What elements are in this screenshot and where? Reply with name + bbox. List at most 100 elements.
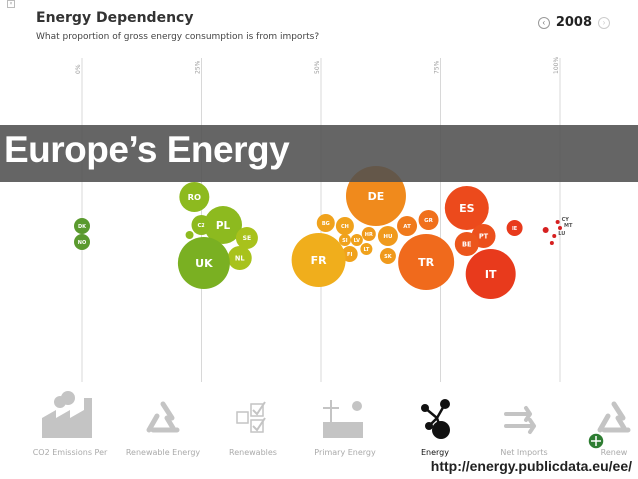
title-banner: Europe’s Energy bbox=[0, 125, 638, 182]
bubble-mark[interactable] bbox=[74, 234, 90, 250]
country-bubble[interactable]: LV bbox=[350, 234, 363, 246]
country-bubble[interactable]: FI bbox=[341, 246, 358, 262]
axis-tick-label: 0% bbox=[75, 64, 82, 74]
country-bubble[interactable]: LU bbox=[552, 231, 565, 238]
country-bubble[interactable]: IE bbox=[506, 220, 523, 236]
country-bubble[interactable]: AT bbox=[397, 216, 418, 236]
nav-item-4[interactable]: Energy bbox=[421, 399, 450, 457]
country-bubble[interactable]: RO bbox=[179, 182, 210, 212]
country-bubble[interactable]: NL bbox=[227, 246, 252, 270]
bubble-mark[interactable] bbox=[444, 186, 489, 230]
country-bubble[interactable] bbox=[185, 231, 194, 239]
bubble-label: IT bbox=[485, 268, 497, 281]
country-bubble[interactable]: DK bbox=[74, 218, 90, 234]
country-bubble[interactable]: NO bbox=[74, 234, 90, 250]
bubble-label: PT bbox=[479, 232, 489, 240]
bubble-mark[interactable] bbox=[291, 233, 346, 287]
bubble-mark[interactable] bbox=[341, 246, 358, 262]
bottom-navigation: CO2 Emissions Per Renewable Energy Renewab… bbox=[33, 391, 631, 457]
bubble-label: DK bbox=[78, 224, 87, 230]
nav-item-5[interactable]: Net Imports bbox=[500, 406, 548, 457]
country-bubble[interactable]: SI bbox=[338, 234, 351, 246]
bubble-mark[interactable] bbox=[316, 214, 335, 232]
bubble-mark[interactable] bbox=[552, 234, 557, 238]
country-bubble[interactable]: HU bbox=[377, 226, 398, 246]
scroll-handle[interactable] bbox=[587, 432, 605, 450]
bubble-mark[interactable] bbox=[397, 216, 418, 236]
bubble-mark[interactable] bbox=[235, 227, 258, 249]
bubble-label: PL bbox=[216, 220, 231, 232]
nav-item-2[interactable]: Renewables bbox=[229, 401, 277, 457]
country-bubble[interactable]: HR bbox=[361, 227, 376, 241]
bubble-mark[interactable] bbox=[177, 237, 230, 289]
bubble-label: BE bbox=[462, 240, 472, 248]
corner-close-icon[interactable]: × bbox=[7, 0, 15, 8]
year-navigator: ‹ 2008 › bbox=[537, 15, 610, 30]
country-bubble[interactable]: SE bbox=[235, 227, 258, 249]
bubble-mark[interactable] bbox=[335, 217, 354, 235]
nav-item-label: Renewable Energy bbox=[126, 448, 201, 457]
bubble-mark[interactable] bbox=[418, 210, 439, 230]
nav-item-label: Renew bbox=[601, 448, 628, 457]
bubble-mark[interactable] bbox=[506, 220, 523, 236]
axis-tick-label: 75% bbox=[434, 60, 441, 74]
bubble-mark[interactable] bbox=[74, 218, 90, 234]
bubble-mark[interactable] bbox=[361, 227, 376, 241]
bubble-mark[interactable] bbox=[558, 226, 562, 230]
bubble-mark[interactable] bbox=[555, 220, 560, 224]
nav-item-0[interactable]: CO2 Emissions Per bbox=[33, 391, 108, 457]
bubble-mark[interactable] bbox=[179, 182, 210, 212]
page-subtitle: What proportion of gross energy consumpt… bbox=[36, 32, 320, 42]
bubble-mark[interactable] bbox=[454, 232, 479, 256]
recycle-icon bbox=[597, 401, 631, 433]
country-bubble[interactable]: LT bbox=[360, 243, 373, 255]
bubble-mark[interactable] bbox=[204, 206, 243, 244]
network-icon bbox=[421, 399, 450, 439]
bubble-mark[interactable] bbox=[350, 234, 363, 246]
country-bubble[interactable]: MT bbox=[558, 223, 573, 230]
country-bubble[interactable]: CH bbox=[335, 217, 354, 235]
axis-tick-label: 100% bbox=[553, 57, 560, 74]
country-bubble[interactable]: FR bbox=[291, 233, 346, 287]
chevron-right-icon[interactable]: › bbox=[598, 16, 610, 29]
bubble-label: DE bbox=[368, 190, 385, 203]
bubble-mark[interactable] bbox=[379, 248, 396, 264]
country-bubble[interactable]: CY bbox=[555, 217, 570, 224]
nav-item-label: Energy bbox=[421, 448, 449, 457]
bubble-mark[interactable] bbox=[398, 234, 455, 290]
bubble-mark[interactable] bbox=[465, 249, 516, 299]
bubble-mark[interactable] bbox=[549, 241, 554, 245]
factory-icon bbox=[42, 391, 92, 438]
axis-tick-label: 25% bbox=[195, 60, 202, 74]
checkbox-icon bbox=[236, 401, 266, 433]
bubble-label: LT bbox=[364, 247, 370, 253]
bubble-label: NL bbox=[235, 254, 246, 262]
country-bubble[interactable]: UK bbox=[177, 237, 230, 289]
source-url[interactable]: http://energy.publicdata.eu/ee/ bbox=[430, 458, 632, 474]
country-bubble[interactable] bbox=[542, 227, 549, 233]
country-bubble[interactable]: BG bbox=[316, 214, 335, 232]
country-bubble[interactable]: ES bbox=[444, 186, 489, 230]
country-bubble[interactable]: PL bbox=[204, 206, 243, 244]
bubble-mark[interactable] bbox=[338, 234, 351, 246]
country-bubble[interactable]: TR bbox=[398, 234, 455, 290]
country-bubble[interactable]: GR bbox=[418, 210, 439, 230]
nav-item-3[interactable]: Primary Energy bbox=[314, 400, 376, 457]
country-bubble[interactable] bbox=[549, 241, 554, 245]
country-bubble[interactable]: BE bbox=[454, 232, 479, 256]
chevron-left-icon[interactable]: ‹ bbox=[537, 16, 550, 29]
country-bubble[interactable]: IT bbox=[465, 249, 516, 299]
bubble-mark[interactable] bbox=[377, 226, 398, 246]
nav-item-1[interactable]: Renewable Energy bbox=[126, 401, 201, 457]
bubble-label: AT bbox=[403, 224, 411, 230]
bubble-label: CZ bbox=[197, 223, 205, 229]
bubble-mark[interactable] bbox=[227, 246, 252, 270]
bubble-mark[interactable] bbox=[542, 227, 549, 233]
bubble-mark[interactable] bbox=[185, 231, 194, 239]
nav-item-6[interactable]: Renew bbox=[597, 401, 631, 457]
page-title: Energy Dependency bbox=[36, 10, 194, 26]
bubble-label: HU bbox=[383, 234, 392, 240]
bubble-label: UK bbox=[195, 257, 213, 270]
country-bubble[interactable]: SK bbox=[379, 248, 396, 264]
bubble-mark[interactable] bbox=[360, 243, 373, 255]
